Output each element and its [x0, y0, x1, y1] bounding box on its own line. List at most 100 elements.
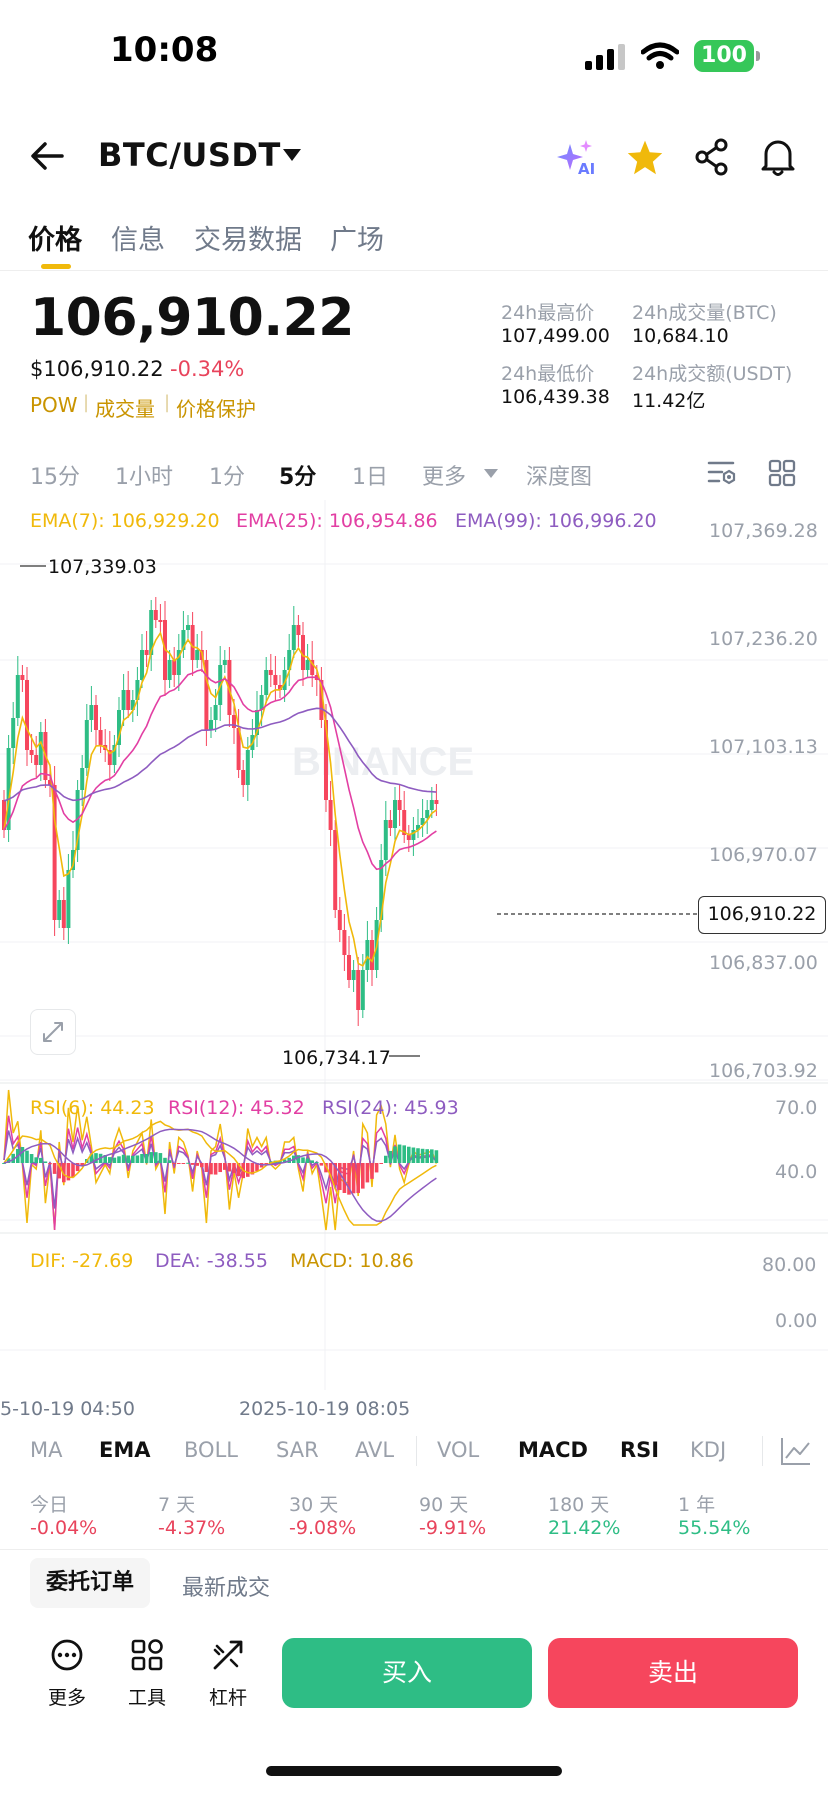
x-axis-time: 5-10-19 04:50	[0, 1398, 135, 1420]
perf-today-label: 今日	[30, 1494, 69, 1516]
candle-body	[241, 770, 246, 785]
interval-15m[interactable]: 15分	[30, 465, 80, 490]
sell-button[interactable]: 卖出	[548, 1638, 798, 1708]
candle-body	[337, 910, 342, 930]
candlestick-chart[interactable]: BINANCE	[0, 500, 828, 1400]
indicator-macd[interactable]: MACD	[518, 1438, 588, 1462]
indicator-vol[interactable]: VOL	[437, 1438, 480, 1462]
chevron-down-icon[interactable]	[483, 468, 499, 479]
depth-chart-tab[interactable]: 深度图	[526, 465, 593, 490]
perf-30d-value: -9.08%	[289, 1517, 357, 1539]
indicator-ema[interactable]: EMA	[99, 1438, 151, 1462]
candle-body	[342, 930, 347, 955]
macd-histogram-bar	[434, 1150, 439, 1163]
candle-body	[273, 675, 278, 685]
tab-latest-trades[interactable]: 最新成交	[182, 1576, 271, 1601]
candle-body	[190, 625, 195, 660]
rsi-line	[3, 1089, 438, 1231]
candle-body	[6, 748, 11, 830]
candle-body	[227, 660, 232, 715]
macd-histogram-bar	[333, 1163, 337, 1186]
macd-histogram-bar	[402, 1145, 406, 1163]
interval-1h[interactable]: 1小时	[115, 465, 173, 490]
candle-body	[278, 685, 282, 690]
indicator-avl[interactable]: AVL	[355, 1438, 395, 1462]
macd-axis-tick: 0.00	[775, 1310, 818, 1332]
candle-body	[126, 690, 131, 710]
low-marker-label: 106,734.17	[282, 1047, 391, 1069]
macd-histogram-bar	[154, 1152, 158, 1163]
macd-histogram-bar	[126, 1155, 130, 1163]
indicator-rsi[interactable]: RSI	[620, 1438, 660, 1462]
interval-1m[interactable]: 1分	[209, 465, 245, 490]
candle-body	[130, 700, 135, 710]
ai-assistant-button[interactable]: AI	[556, 138, 600, 182]
candle-body	[84, 720, 89, 768]
tag-pow[interactable]: POW	[30, 393, 78, 417]
layout-grid-icon[interactable]	[768, 459, 796, 487]
more-label: 更多	[47, 1687, 86, 1709]
indicator-boll[interactable]: BOLL	[184, 1438, 238, 1462]
active-tab-indicator	[41, 264, 71, 269]
candle-body	[370, 940, 374, 970]
leverage-button[interactable]: 杠杆	[198, 1636, 258, 1710]
tab-price[interactable]: 价格	[28, 225, 82, 256]
tools-button[interactable]: 工具	[117, 1636, 177, 1710]
favorite-star-icon[interactable]	[626, 139, 664, 175]
macd-histogram-bar	[223, 1163, 227, 1170]
indicator-ma[interactable]: MA	[30, 1438, 63, 1462]
tag-volume[interactable]: 成交量	[95, 397, 155, 421]
macd-histogram-bar	[342, 1163, 347, 1193]
notification-bell-icon[interactable]	[760, 137, 796, 177]
indicator-sar[interactable]: SAR	[276, 1438, 319, 1462]
home-indicator	[266, 1766, 562, 1776]
macd-histogram-bar	[195, 1163, 199, 1166]
candle-body	[420, 818, 425, 825]
interval-1d[interactable]: 1日	[352, 465, 388, 490]
candle-body	[434, 800, 439, 804]
chart-settings-icon[interactable]	[707, 459, 737, 487]
indicator-settings-icon[interactable]	[780, 1436, 812, 1466]
macd-histogram-bar	[158, 1153, 163, 1163]
more-button[interactable]: 更多	[37, 1636, 97, 1710]
perf-7d-label: 7 天	[158, 1494, 196, 1516]
indicator-kdj[interactable]: KDJ	[690, 1438, 727, 1462]
macd-histogram-bar	[232, 1163, 236, 1173]
perf-today-value: -0.04%	[30, 1517, 98, 1539]
tab-square[interactable]: 广场	[330, 225, 384, 256]
ema99-legend: EMA(99): 106,996.20	[455, 510, 657, 532]
candle-body	[204, 660, 209, 730]
macd-histogram-bar	[20, 1147, 25, 1163]
chevron-down-icon[interactable]	[282, 148, 302, 162]
pair-selector[interactable]: BTC/USDT	[98, 136, 281, 174]
candle-body	[121, 690, 126, 710]
macd-histogram-bar	[370, 1163, 374, 1179]
buy-button[interactable]: 买入	[282, 1638, 532, 1708]
candle-body	[71, 850, 75, 870]
indicator-divider	[416, 1436, 417, 1466]
interval-more[interactable]: 更多	[422, 465, 467, 490]
macd-histogram-bar	[411, 1147, 416, 1163]
tag-separator: |	[164, 392, 171, 413]
status-time: 10:08	[110, 30, 219, 70]
candle-body	[80, 768, 85, 790]
macd-histogram-bar	[246, 1163, 250, 1177]
fullscreen-button[interactable]	[30, 1009, 76, 1055]
tab-open-orders[interactable]: 委托订单	[30, 1558, 150, 1608]
candle-body	[149, 610, 154, 655]
tab-info[interactable]: 信息	[111, 225, 165, 256]
tag-price-protection[interactable]: 价格保护	[176, 397, 256, 421]
macd-histogram-bar	[103, 1155, 107, 1163]
interval-5m[interactable]: 5分	[279, 465, 317, 490]
y-axis-tick: 107,369.28	[709, 520, 818, 542]
share-icon[interactable]	[694, 138, 730, 176]
candle-body	[25, 680, 29, 750]
leverage-label: 杠杆	[208, 1687, 247, 1709]
macd-histogram-bar	[89, 1154, 94, 1163]
tab-trading-data[interactable]: 交易数据	[194, 225, 302, 256]
macd-histogram-bar	[425, 1149, 429, 1163]
macd-histogram-bar	[388, 1150, 393, 1163]
candle-body	[411, 830, 416, 840]
back-arrow-icon[interactable]	[30, 140, 66, 172]
macd-histogram-bar	[384, 1155, 388, 1163]
